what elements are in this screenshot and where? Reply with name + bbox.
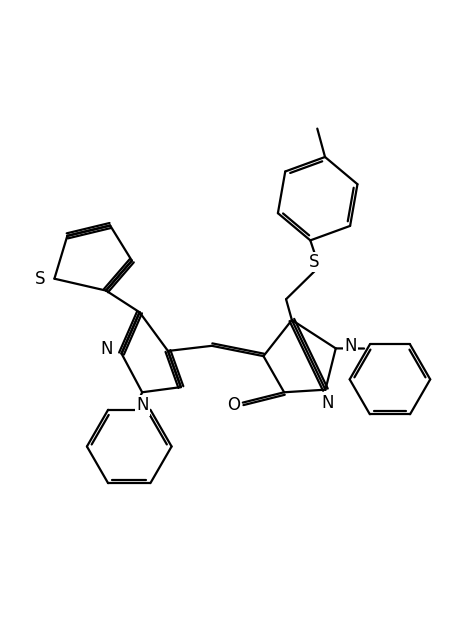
Text: N: N	[101, 340, 113, 358]
Text: N: N	[344, 337, 357, 355]
Text: O: O	[227, 396, 240, 414]
Text: N: N	[322, 394, 334, 412]
Text: S: S	[35, 269, 45, 288]
Text: S: S	[309, 253, 320, 271]
Text: N: N	[136, 396, 148, 414]
